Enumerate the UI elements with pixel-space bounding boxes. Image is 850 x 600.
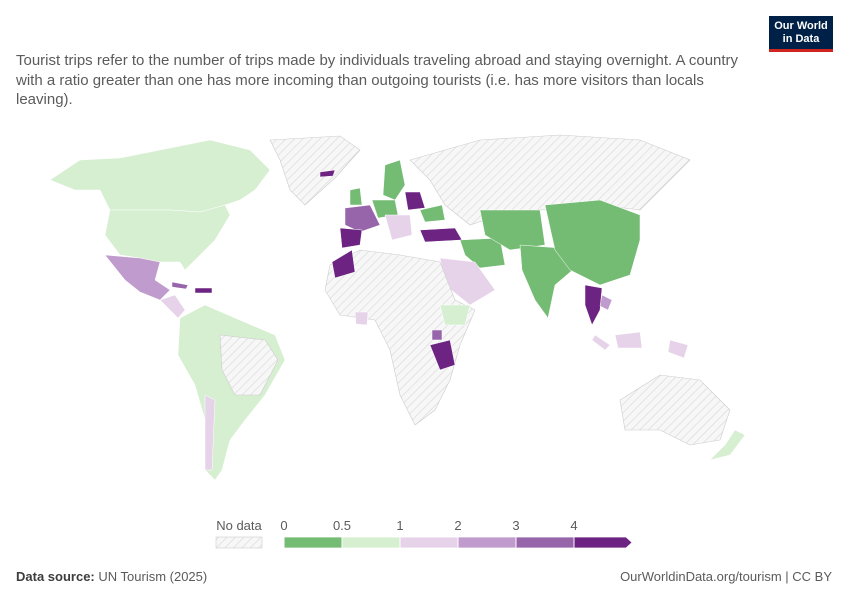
- logo[interactable]: Our World in Data: [769, 16, 833, 52]
- legend-no-data-label: No data: [216, 518, 262, 533]
- legend-tick-label: 2: [454, 518, 461, 533]
- legend-no-data-swatch: [215, 536, 263, 549]
- legend-swatch: [399, 536, 459, 549]
- legend-swatch: [457, 536, 517, 549]
- legend-swatch: [283, 536, 343, 549]
- countries: [49, 134, 746, 481]
- legend-tick-label: 0: [280, 518, 287, 533]
- logo-line: in Data: [782, 33, 820, 45]
- legend-swatch: [515, 536, 575, 549]
- source-label: Data source:: [16, 569, 95, 584]
- source-text: UN Tourism (2025): [98, 569, 208, 584]
- source: Data source: UN Tourism (2025): [16, 569, 207, 584]
- legend-swatch: [341, 536, 401, 549]
- legend-swatch: [573, 536, 633, 549]
- legend-tick-label: 4: [570, 518, 577, 533]
- footer-link[interactable]: OurWorldinData.org/tourism | CC BY: [620, 569, 832, 584]
- legend: No data 0 0.5 1 2 3 4: [215, 518, 633, 549]
- legend-tick-label: 1: [396, 518, 403, 533]
- subtitle: Tourist trips refer to the number of tri…: [16, 52, 739, 108]
- legend-tick-label: 0.5: [333, 518, 351, 533]
- legend-tick-label: 3: [512, 518, 519, 533]
- logo-line: Our World: [774, 20, 828, 32]
